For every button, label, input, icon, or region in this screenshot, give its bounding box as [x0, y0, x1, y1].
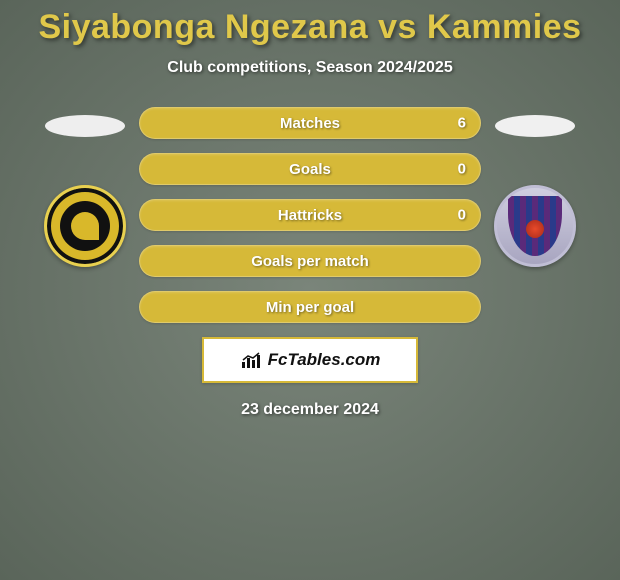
player-photo-right — [495, 115, 575, 137]
stat-row-hattricks: Hattricks 0 — [139, 199, 481, 231]
brand-text: FcTables.com — [268, 350, 381, 370]
content-row: Matches 6 Goals 0 Hattricks 0 Goals per … — [0, 107, 620, 323]
stat-label: Hattricks — [278, 207, 342, 224]
stat-value-right: 0 — [458, 207, 466, 224]
infographic-root: Siyabonga Ngezana vs Kammies Club compet… — [0, 0, 620, 419]
stat-label: Matches — [280, 115, 340, 132]
stat-row-goals: Goals 0 — [139, 153, 481, 185]
stat-label: Min per goal — [266, 299, 354, 316]
page-title: Siyabonga Ngezana vs Kammies — [0, 8, 620, 47]
badge-right-shield — [508, 196, 562, 256]
stat-label: Goals — [289, 161, 331, 178]
page-subtitle: Club competitions, Season 2024/2025 — [0, 59, 620, 77]
date-text: 23 december 2024 — [0, 401, 620, 419]
right-side — [485, 107, 585, 267]
player-photo-left — [45, 115, 125, 137]
brand-box: FcTables.com — [202, 337, 418, 383]
club-badge-left — [44, 185, 126, 267]
stat-value-right: 6 — [458, 115, 466, 132]
stat-row-gpm: Goals per match — [139, 245, 481, 277]
stats-column: Matches 6 Goals 0 Hattricks 0 Goals per … — [135, 107, 485, 323]
chart-icon — [240, 351, 262, 369]
stat-label: Goals per match — [251, 253, 369, 270]
stat-value-right: 0 — [458, 161, 466, 178]
stat-row-matches: Matches 6 — [139, 107, 481, 139]
badge-left-inner — [60, 201, 110, 251]
left-side — [35, 107, 135, 267]
club-badge-right — [494, 185, 576, 267]
stat-row-mpg: Min per goal — [139, 291, 481, 323]
